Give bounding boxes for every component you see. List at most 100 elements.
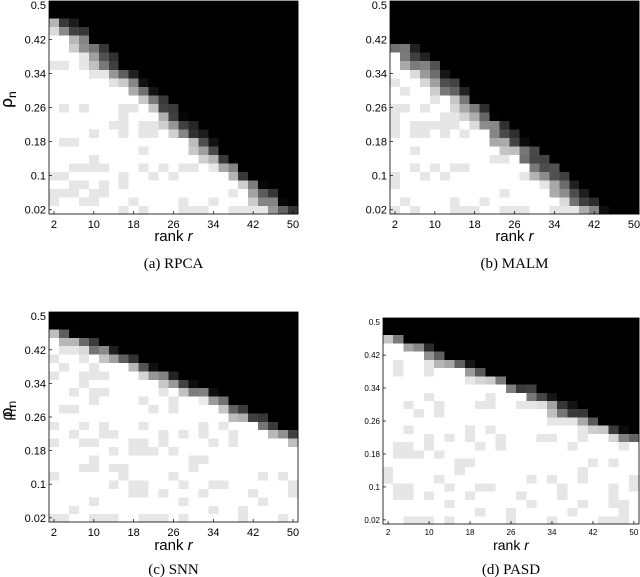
heatmap-cell: [58, 454, 70, 464]
heatmap-cell: [495, 425, 507, 434]
heatmap-cell: [108, 171, 120, 181]
heatmap-cell: [178, 438, 190, 447]
heatmap-cell: [469, 69, 481, 79]
heatmap-cell: [178, 505, 190, 515]
heatmap-cell: [188, 387, 199, 397]
heatmap-cell: [148, 362, 160, 372]
heatmap-cell: [559, 35, 570, 45]
heatmap-cell: [618, 367, 630, 377]
heatmap-cell: [78, 86, 90, 96]
y-tick-label: 0.18: [25, 446, 46, 458]
heatmap-cell: [278, 154, 289, 164]
heatmap-cell: [557, 383, 568, 393]
heatmap-cell: [434, 458, 446, 467]
heatmap-cell: [108, 429, 120, 439]
heatmap-cell: [248, 196, 259, 207]
heatmap-cell: [78, 362, 90, 372]
y-tick-label: 0.42: [366, 34, 387, 46]
heatmap-cell: [268, 438, 279, 447]
heatmap-panel: 2 10 18 26 34 42 500.020.10.180.260.340.420.5r…: [0, 0, 299, 272]
heatmap-cell: [238, 404, 249, 414]
heatmap-cell: [198, 86, 209, 96]
heatmap-cell: [567, 515, 579, 525]
heatmap-cell: [258, 77, 269, 87]
heatmap-cell: [619, 205, 630, 215]
heatmap-cell: [439, 205, 451, 215]
heatmap-cell: [413, 342, 425, 352]
heatmap-cell: [108, 43, 120, 53]
heatmap-cell: [587, 499, 599, 509]
heatmap-cell: [238, 480, 249, 489]
heatmap-cell: [49, 345, 60, 355]
heatmap-cell: [108, 354, 120, 363]
heatmap-cell: [529, 120, 540, 130]
heatmap-cell: [579, 94, 590, 104]
heatmap-cell: [258, 345, 269, 355]
heatmap-cell: [536, 491, 548, 500]
heatmap-cell: [258, 496, 269, 506]
heatmap-cell: [589, 196, 600, 207]
heatmap-cell: [429, 205, 441, 215]
heatmap-cell: [509, 145, 521, 155]
heatmap-cell: [509, 171, 521, 181]
heatmap-cell: [569, 171, 580, 181]
heatmap-cell: [393, 392, 405, 401]
heatmap-cell: [208, 171, 219, 181]
heatmap-cell: [278, 387, 289, 397]
heatmap-cell: [618, 416, 630, 426]
heatmap-cell: [238, 77, 249, 87]
heatmap-cell: [509, 205, 521, 215]
heatmap-cell: [536, 466, 548, 476]
heatmap-cell: [449, 35, 461, 45]
heatmap-cell: [168, 77, 180, 87]
heatmap-cell: [248, 35, 259, 45]
heatmap-cell: [138, 69, 150, 79]
heatmap-cell: [393, 466, 405, 476]
heatmap-cell: [599, 179, 610, 190]
heatmap-cell: [609, 128, 620, 138]
heatmap-cell: [429, 52, 441, 62]
heatmap-cell: [278, 471, 289, 481]
heatmap-cell: [178, 1, 190, 11]
heatmap-cell: [475, 408, 486, 418]
heatmap-cell: [78, 120, 90, 130]
heatmap-cell: [118, 69, 130, 79]
heatmap-cell: [208, 446, 219, 456]
heatmap-cell: [288, 86, 299, 96]
heatmap-cell: [577, 441, 589, 451]
heatmap-cell: [98, 179, 110, 190]
heatmap-cell: [529, 77, 540, 87]
heatmap-cell: [88, 1, 100, 11]
heatmap-cell: [98, 446, 110, 456]
heatmap-cell: [88, 438, 100, 447]
heatmap-cell: [505, 433, 517, 443]
heatmap-cell: [569, 26, 580, 36]
heatmap-cell: [434, 359, 446, 369]
heatmap-cell: [208, 471, 219, 481]
heatmap-cell: [188, 52, 199, 62]
heatmap-cell: [444, 458, 456, 467]
heatmap-cell: [68, 205, 80, 215]
heatmap-cell: [449, 43, 461, 53]
heatmap-cell: [238, 463, 249, 473]
y-tick-label: 0.34: [364, 384, 380, 393]
heatmap-cell: [489, 26, 501, 36]
heatmap-cell: [168, 128, 180, 138]
heatmap-cell: [499, 18, 511, 28]
heatmap-cell: [589, 103, 600, 113]
heatmap-cell: [78, 77, 90, 87]
heatmap-cell: [118, 137, 130, 147]
heatmap-cell: [579, 171, 590, 181]
heatmap-cell: [158, 145, 170, 155]
heatmap-cell: [495, 416, 507, 426]
heatmap-cell: [98, 488, 110, 498]
heatmap-cell: [98, 145, 110, 155]
heatmap-cell: [383, 466, 394, 476]
heatmap-cell: [609, 111, 620, 121]
y-tick-label: 0.02: [25, 513, 46, 525]
heatmap-cell: [148, 471, 160, 481]
heatmap-cell: [399, 9, 411, 19]
heatmap-cell: [218, 505, 229, 515]
heatmap-cell: [158, 412, 170, 422]
heatmap-cell: [509, 77, 521, 87]
